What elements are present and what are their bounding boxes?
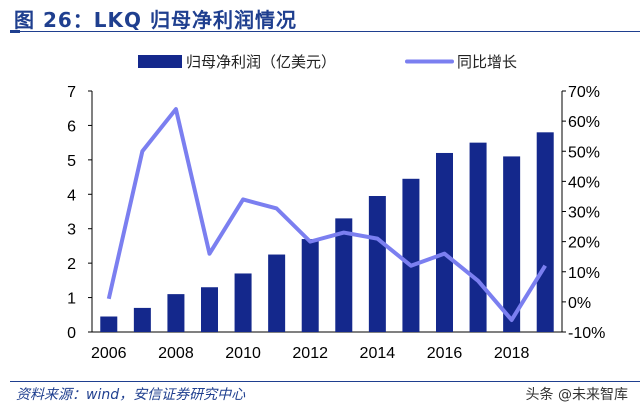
- growth-line: [106, 107, 547, 322]
- bar-2017: [469, 142, 487, 332]
- bar-2006: [100, 316, 118, 332]
- figure-title: 图 26：LKQ 归母净利润情况: [14, 8, 298, 32]
- left-tick-label: 4: [67, 187, 76, 204]
- legend-bar-swatch: [138, 55, 182, 68]
- bar-2014: [368, 196, 386, 332]
- left-tick-label: 2: [67, 256, 76, 273]
- right-tick-label: 50%: [568, 144, 600, 161]
- right-tick-label: 40%: [568, 174, 600, 191]
- right-tick-label: 30%: [568, 205, 600, 222]
- right-tick-label: 10%: [568, 265, 600, 282]
- x-tick-label: 2012: [292, 345, 328, 362]
- watermark: 头条 @未来智库: [525, 387, 628, 403]
- x-tick-label: 2018: [494, 345, 530, 362]
- source-note: 资料来源：wind，安信证券研究中心: [16, 387, 246, 403]
- bar-2012: [301, 239, 319, 332]
- right-tick-label: 70%: [568, 84, 600, 101]
- source-divider: [10, 381, 640, 382]
- right-tick-label: -10%: [568, 325, 605, 342]
- x-tick-label: 2010: [225, 345, 261, 362]
- bar-2010: [234, 273, 252, 332]
- right-tick-label: 0%: [568, 295, 591, 312]
- bar-2019: [536, 132, 554, 332]
- x-tick-label: 2006: [91, 345, 127, 362]
- title-divider: [10, 31, 640, 32]
- bar-2009: [201, 287, 218, 332]
- left-tick-label: 7: [67, 84, 76, 101]
- title-divider-accent: [10, 30, 20, 33]
- x-tick-label: 2016: [427, 345, 463, 362]
- left-tick-label: 3: [67, 222, 76, 239]
- right-tick-label: 60%: [568, 114, 600, 131]
- right-tick-label: 20%: [568, 235, 600, 252]
- x-tick-label: 2014: [360, 345, 396, 362]
- bar-2008: [167, 294, 185, 332]
- left-tick-label: 1: [67, 291, 76, 308]
- left-tick-label: 5: [67, 153, 76, 170]
- bar-2016: [436, 152, 453, 332]
- bar-2015: [402, 178, 420, 332]
- x-tick-label: 2008: [158, 345, 194, 362]
- left-tick-label: 0: [67, 325, 76, 342]
- bar-2011: [268, 254, 286, 332]
- bar-2013: [335, 218, 353, 332]
- legend-bar-label: 归母净利润（亿美元）: [186, 53, 336, 71]
- chart-area: 0 1 2 3 4 5 6 7 -10% 0% 10% 20% 30% 40% 50% 60% 70% 2006 2…: [67, 53, 605, 362]
- bar-2018: [503, 156, 521, 332]
- left-tick-label: 6: [67, 118, 76, 135]
- bar-2007: [133, 307, 151, 332]
- legend-line-label: 同比增长: [457, 53, 517, 71]
